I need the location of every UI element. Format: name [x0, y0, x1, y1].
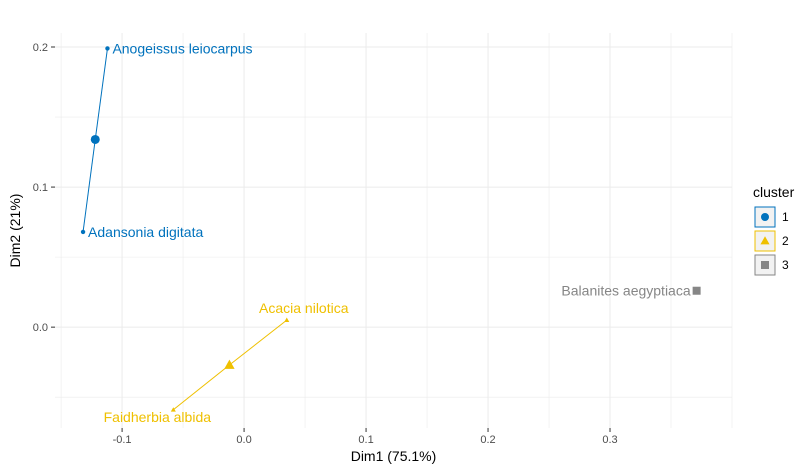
x-tick-label: 0.1	[358, 434, 373, 446]
data-point	[692, 286, 701, 295]
legend-symbol-1	[761, 213, 769, 221]
y-tick-label: 0.1	[33, 182, 48, 194]
point-label: Adansonia digitata	[88, 224, 203, 240]
cluster-1-centroid	[90, 134, 100, 144]
legend-label-2: 2	[782, 234, 789, 248]
point-label: Balanites aegyptiaca	[561, 283, 690, 299]
x-axis-title: Dim1 (75.1%)	[351, 448, 437, 464]
y-tick-label: 0.2	[33, 42, 48, 54]
y-axis-title: Dim2 (21%)	[7, 194, 23, 268]
legend-label-3: 3	[782, 258, 789, 272]
grid-lines	[55, 33, 733, 428]
x-tick-label: 0.3	[602, 434, 617, 446]
legend-label-1: 1	[782, 210, 789, 224]
cluster-2-centroid	[224, 359, 235, 369]
legend-title: cluster	[753, 184, 795, 200]
plot-panel	[55, 33, 732, 428]
y-tick-label: 0.0	[33, 322, 48, 334]
cluster-3-group: Balanites aegyptiaca	[561, 283, 701, 299]
point-label: Anogeissus leiocarpus	[112, 40, 252, 56]
data-point	[284, 317, 290, 323]
data-point	[170, 407, 176, 412]
data-point	[80, 229, 86, 235]
x-tick-label: -0.1	[113, 434, 132, 446]
cluster-1-link	[94, 48, 108, 140]
x-tick-label: 0.2	[480, 434, 495, 446]
point-label: Faidherbia albida	[104, 409, 212, 425]
cluster-1-link	[82, 139, 96, 232]
cluster-2-group: Acacia nilotica Faidherbia albida	[104, 300, 349, 425]
cluster-2-link	[173, 364, 230, 411]
cluster-1-group: Anogeissus leiocarpus Adansonia digitata	[80, 40, 253, 240]
legend-symbol-2	[760, 236, 770, 245]
legend-symbol-3	[761, 261, 769, 269]
data-point	[105, 46, 110, 51]
legend: cluster 1 2 3	[753, 184, 795, 276]
x-tick-label: 0.0	[236, 434, 251, 446]
cluster-2-link	[229, 319, 288, 366]
point-label: Acacia nilotica	[259, 300, 349, 316]
